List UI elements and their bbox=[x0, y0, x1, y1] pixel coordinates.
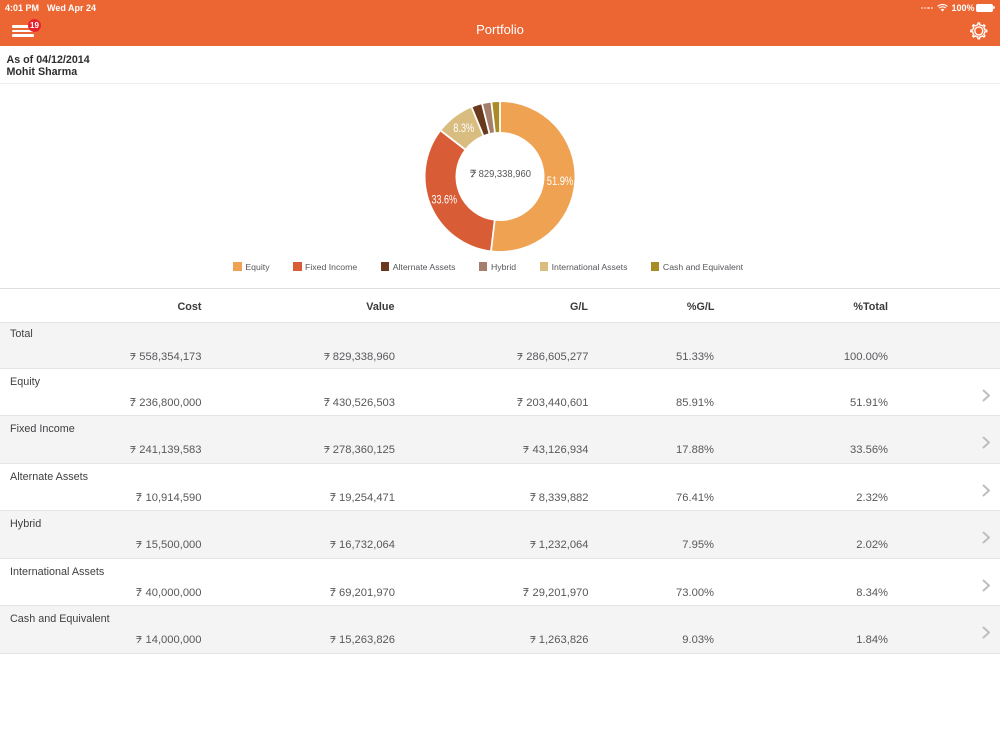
svg-text:8.3%: 8.3% bbox=[453, 121, 474, 135]
svg-text:51.9%: 51.9% bbox=[547, 174, 574, 188]
svg-text:33.6%: 33.6% bbox=[431, 192, 457, 206]
svg-text:829,338,960: 829,338,960 bbox=[479, 169, 532, 180]
